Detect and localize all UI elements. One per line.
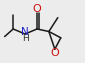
Text: N: N [21,27,29,37]
Text: O: O [33,4,41,14]
Text: O: O [50,48,59,58]
Text: H: H [22,34,28,43]
